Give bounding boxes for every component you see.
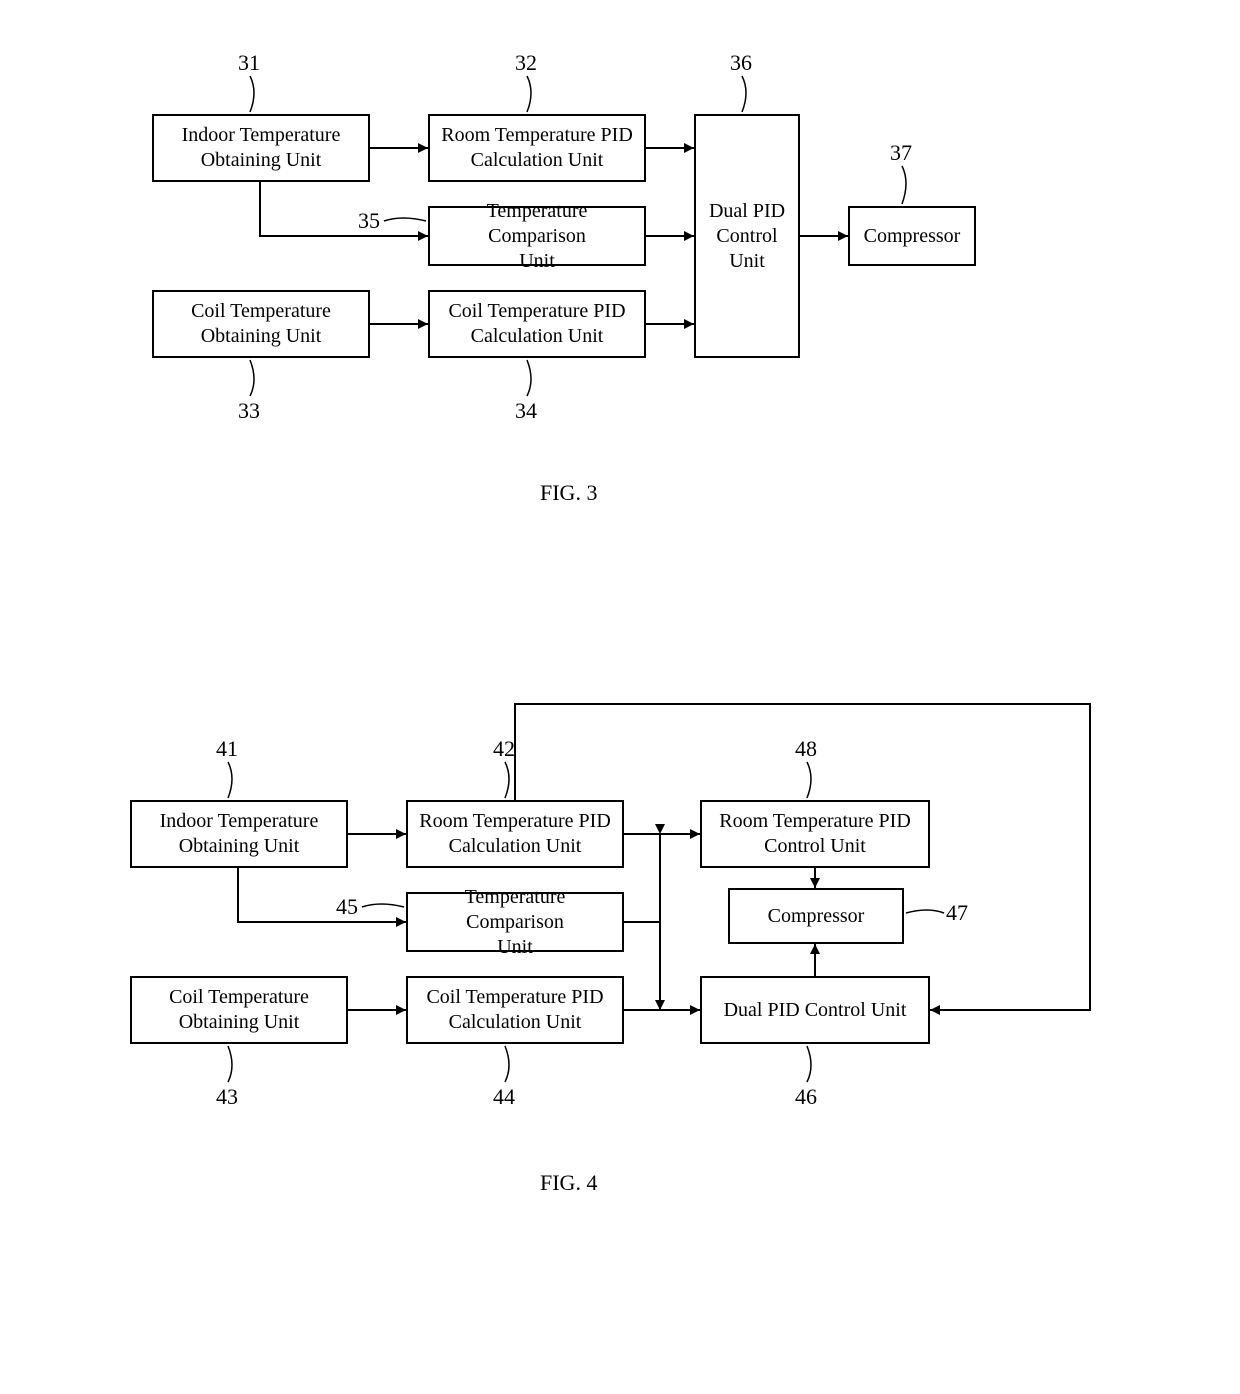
fig3-box-34-text: Coil Temperature PIDCalculation Unit: [448, 299, 625, 349]
fig3-label-37: 37: [890, 140, 912, 166]
fig3-box-32-text: Room Temperature PIDCalculation Unit: [441, 123, 633, 173]
fig3-label-31: 31: [238, 50, 260, 76]
fig3-box-35-text: Temperature ComparisonUnit: [436, 199, 638, 274]
fig4-label-46: 46: [795, 1084, 817, 1110]
fig4-label-43: 43: [216, 1084, 238, 1110]
fig3-box-37-text: Compressor: [864, 224, 961, 249]
fig4-box-42: Room Temperature PIDCalculation Unit: [406, 800, 624, 868]
fig4-label-42: 42: [493, 736, 515, 762]
fig3-box-33: Coil TemperatureObtaining Unit: [152, 290, 370, 358]
fig3-box-31-text: Indoor TemperatureObtaining Unit: [182, 123, 341, 173]
fig3-box-35: Temperature ComparisonUnit: [428, 206, 646, 266]
fig3-box-31: Indoor TemperatureObtaining Unit: [152, 114, 370, 182]
fig4-label-47: 47: [946, 900, 968, 926]
fig3-box-33-text: Coil TemperatureObtaining Unit: [191, 299, 331, 349]
fig4-box-45-text: Temperature ComparisonUnit: [414, 885, 616, 960]
fig4-box-46: Dual PID Control Unit: [700, 976, 930, 1044]
fig4-caption: FIG. 4: [540, 1170, 597, 1196]
fig3-label-32: 32: [515, 50, 537, 76]
fig4-box-42-text: Room Temperature PIDCalculation Unit: [419, 809, 611, 859]
fig4-box-43-text: Coil TemperatureObtaining Unit: [169, 985, 309, 1035]
fig3-box-32: Room Temperature PIDCalculation Unit: [428, 114, 646, 182]
fig3-box-36: Dual PIDControlUnit: [694, 114, 800, 358]
fig4-label-45: 45: [336, 894, 358, 920]
fig3-label-34: 34: [515, 398, 537, 424]
stage: Indoor TemperatureObtaining Unit Room Te…: [0, 0, 1240, 1394]
fig3-box-36-text: Dual PIDControlUnit: [709, 199, 785, 274]
fig4-box-41-text: Indoor TemperatureObtaining Unit: [160, 809, 319, 859]
fig4-box-46-text: Dual PID Control Unit: [724, 998, 907, 1023]
fig3-box-37: Compressor: [848, 206, 976, 266]
fig4-box-48: Room Temperature PIDControl Unit: [700, 800, 930, 868]
fig3-label-33: 33: [238, 398, 260, 424]
fig4-label-41: 41: [216, 736, 238, 762]
fig4-box-44: Coil Temperature PIDCalculation Unit: [406, 976, 624, 1044]
fig3-label-36: 36: [730, 50, 752, 76]
fig3-box-34: Coil Temperature PIDCalculation Unit: [428, 290, 646, 358]
fig4-box-41: Indoor TemperatureObtaining Unit: [130, 800, 348, 868]
fig4-box-47: Compressor: [728, 888, 904, 944]
fig4-box-43: Coil TemperatureObtaining Unit: [130, 976, 348, 1044]
fig3-caption: FIG. 3: [540, 480, 597, 506]
fig3-label-35: 35: [358, 208, 380, 234]
fig4-label-48: 48: [795, 736, 817, 762]
fig4-box-47-text: Compressor: [768, 904, 865, 929]
fig4-box-48-text: Room Temperature PIDControl Unit: [719, 809, 911, 859]
fig4-box-44-text: Coil Temperature PIDCalculation Unit: [426, 985, 603, 1035]
fig4-label-44: 44: [493, 1084, 515, 1110]
fig4-box-45: Temperature ComparisonUnit: [406, 892, 624, 952]
